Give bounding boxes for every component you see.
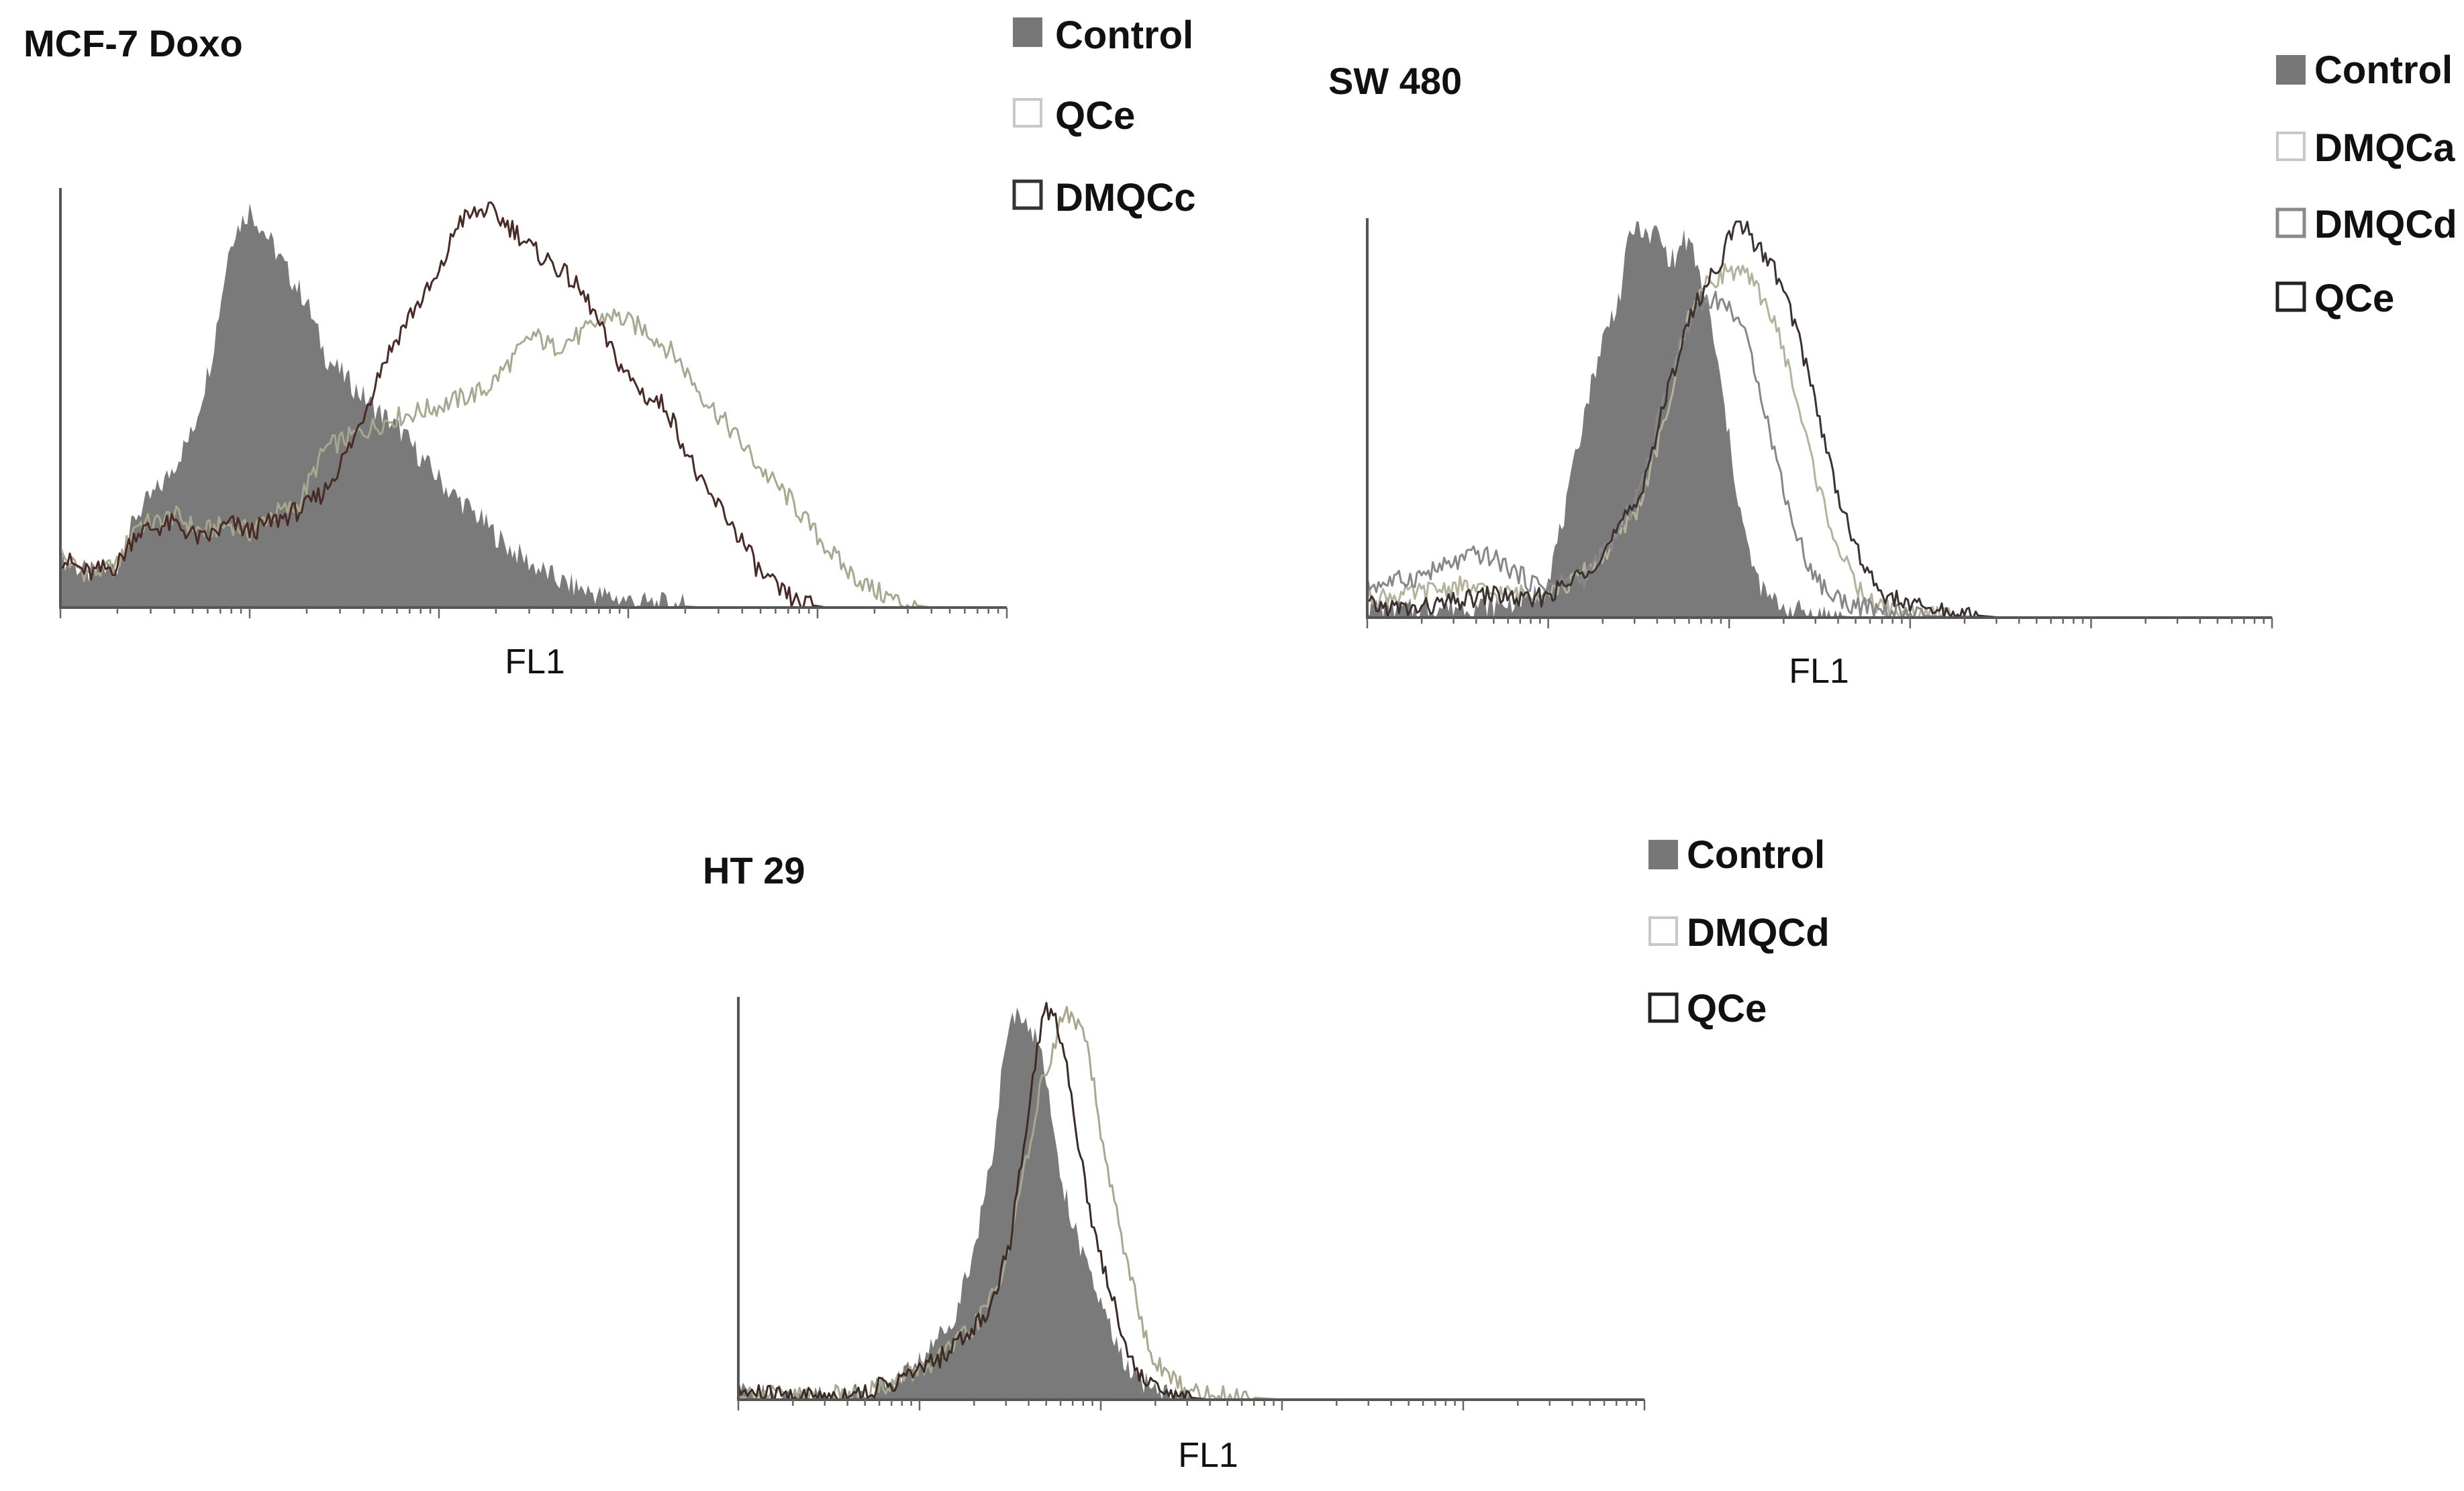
panel-ht29: HT 29 Control DMQCd QCe FL1 (703, 833, 1830, 1475)
legend-swatch-control (1648, 840, 1678, 869)
x-axis-label: FL1 (505, 642, 565, 681)
panel-sw480: SW 480 Control DMQCa DMQCd QCe FL1 (1328, 48, 2457, 691)
legend-label-control: Control (1055, 13, 1193, 57)
legend-swatch-qce (1013, 98, 1042, 128)
panel-title: MCF-7 Doxo (23, 22, 243, 64)
legend-label-dmqcd: DMQCd (1687, 911, 1830, 955)
series-dmqcd-histogram (737, 1006, 1644, 1401)
series-dmqca-histogram (1366, 262, 2272, 619)
legend-swatch-dmqca (2276, 132, 2306, 161)
legend-label-dmqcd: DMQCd (2314, 203, 2457, 246)
series-control-histogram (60, 203, 1007, 608)
series-control-histogram (738, 1007, 1644, 1400)
legend-label-qce: QCe (2314, 277, 2394, 320)
legend-swatch-dmqcd (1648, 916, 1678, 946)
series-qce-histogram (737, 1002, 1644, 1401)
legend-swatch-qce (1648, 992, 1679, 1023)
legend: Control QCe DMQCc (1012, 13, 1195, 220)
legend-swatch-control (1013, 17, 1042, 47)
legend: Control DMQCa DMQCd QCe (2275, 48, 2457, 320)
legend-swatch-dmqcd (2275, 207, 2306, 238)
legend: Control DMQCd QCe (1648, 833, 1830, 1030)
legend-label-qce: QCe (1055, 94, 1135, 138)
legend-label-qce: QCe (1687, 987, 1767, 1030)
panel-mcf7-doxo: MCF-7 Doxo Control QCe DMQCc FL1 (23, 13, 1195, 681)
x-axis-label: FL1 (1789, 652, 1849, 691)
legend-label-control: Control (2314, 48, 2453, 92)
legend-label-control: Control (1687, 833, 1825, 877)
legend-label-dmqca: DMQCa (2314, 126, 2455, 170)
panel-title: HT 29 (703, 849, 805, 892)
series-dmqcd-histogram (1366, 291, 2272, 619)
panel-title: SW 480 (1328, 60, 1462, 102)
series-qce-histogram (59, 308, 1007, 609)
legend-label-dmqcc: DMQCc (1055, 176, 1195, 220)
legend-swatch-control (2276, 55, 2306, 85)
x-axis-label: FL1 (1178, 1436, 1238, 1475)
series-control-histogram (1367, 222, 2272, 618)
legend-swatch-qce (2275, 281, 2306, 312)
legend-swatch-dmqcc (1012, 179, 1043, 210)
